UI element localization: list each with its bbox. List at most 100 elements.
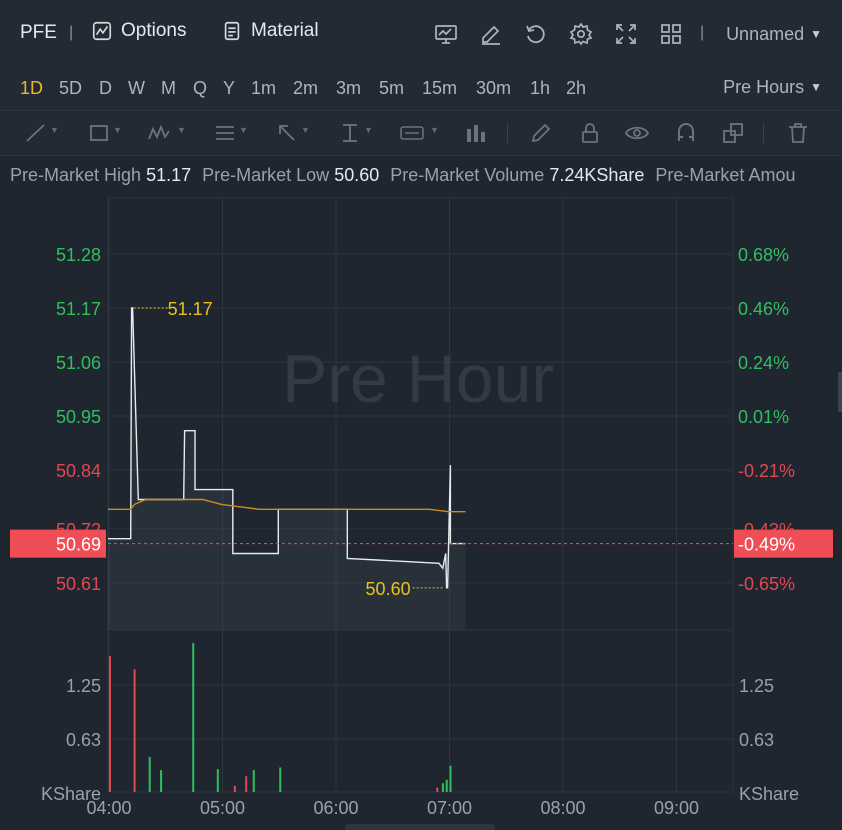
bar-chart-icon: [467, 125, 485, 142]
time-scroll-handle[interactable]: [345, 824, 495, 830]
chevron-down-icon: ▼: [113, 125, 122, 135]
trend-line-tool[interactable]: ▼: [24, 121, 59, 145]
volume-bar: [133, 669, 136, 792]
x-tick-label: 08:00: [540, 798, 585, 818]
average-price-line: [108, 498, 466, 513]
timeframe-m[interactable]: M: [161, 78, 176, 98]
drawing-toolbar: ▼ ▼ ▼ ▼ ▼ ▼ ▼: [0, 111, 842, 156]
timeframe-1d[interactable]: 1D: [20, 78, 44, 98]
timeframe-2m[interactable]: 2m: [293, 78, 319, 98]
timeframe-30m[interactable]: 30m: [476, 78, 512, 98]
session-dropdown[interactable]: Pre Hours ▼: [723, 77, 822, 98]
layout-grid-icon[interactable]: [659, 22, 683, 46]
clone-tool[interactable]: [721, 121, 745, 145]
settings-gear-icon[interactable]: [569, 22, 593, 46]
timeframe-d[interactable]: D: [99, 78, 112, 98]
delete-tool[interactable]: [786, 121, 810, 145]
arrow-icon: [279, 125, 295, 141]
current-price-label: 50.69: [56, 535, 101, 555]
timeframe-1m[interactable]: 1m: [251, 78, 277, 98]
edit-icon[interactable]: [479, 22, 503, 46]
volume-tick-label: 0.63: [66, 730, 101, 750]
price-area-fill: [108, 308, 466, 630]
lock-tool[interactable]: [578, 121, 602, 145]
rectangle-icon: [90, 125, 108, 141]
timeframe-5m[interactable]: 5m: [379, 78, 405, 98]
toolbar-separator: |: [69, 24, 74, 41]
chevron-down-icon: ▼: [430, 125, 439, 135]
volume-bar: [245, 776, 248, 792]
timeframe-y[interactable]: Y: [223, 78, 236, 98]
timeframe-q[interactable]: Q: [193, 78, 208, 98]
percent-tick-label: -0.65%: [738, 574, 795, 594]
fullscreen-icon[interactable]: [614, 22, 638, 46]
volume-unit-label: KShare: [41, 784, 101, 804]
toolbar-divider: [763, 123, 764, 143]
top-toolbar: PFE | Options Material: [0, 0, 842, 67]
timeframe-2h[interactable]: 2h: [566, 78, 587, 98]
measure-tool[interactable]: ▼: [338, 121, 373, 145]
chart-options-icon: [92, 21, 112, 41]
current-percent-badge: [734, 529, 833, 558]
timeframe-1h[interactable]: 1h: [530, 78, 551, 98]
options-button[interactable]: Options: [91, 20, 186, 42]
material-button[interactable]: Material: [221, 20, 319, 42]
toolbar-separator-right: |: [700, 24, 705, 41]
visibility-tool[interactable]: [624, 121, 650, 145]
price-tick-label: 51.17: [56, 299, 101, 319]
volume-unit-label-right: KShare: [739, 784, 799, 804]
timeframe-5d[interactable]: 5D: [59, 78, 83, 98]
x-tick-label: 06:00: [313, 798, 358, 818]
trend-line-icon: [26, 124, 45, 142]
volume-bar: [445, 779, 448, 792]
x-tick-label: 07:00: [427, 798, 472, 818]
price-chart[interactable]: 04:00 05:00 06:00 07:00 08:00 09:00 51.28 0.68%…: [0, 194, 842, 830]
percent-tick-label: -0.21%: [738, 461, 795, 481]
price-tick-label: 50.84: [56, 461, 101, 481]
volume-bar: [279, 767, 282, 792]
stat-low-label: Pre-Market Low: [202, 165, 330, 185]
brush-tool[interactable]: [529, 121, 553, 145]
volume-bar: [441, 783, 444, 792]
high-marker-label: 51.17: [168, 299, 213, 319]
timeframe-w[interactable]: W: [128, 78, 145, 98]
stat-amount-label: Pre-Market Amou: [655, 165, 796, 185]
volume-bar: [148, 756, 151, 792]
refresh-icon[interactable]: [524, 22, 548, 46]
low-marker-label: 50.60: [366, 579, 411, 599]
price-tick-label: 50.61: [56, 574, 101, 594]
volume-bar: [192, 643, 195, 792]
options-label: Options: [121, 20, 187, 41]
stat-volume-label: Pre-Market Volume: [390, 165, 545, 185]
layout-name-label: Unnamed: [726, 24, 805, 44]
percent-tick-label: 0.01%: [738, 407, 789, 427]
fibonacci-tool[interactable]: ▼: [213, 121, 248, 145]
price-label-tool[interactable]: ▼: [400, 121, 439, 145]
volume-bar: [449, 765, 452, 792]
watermark-text: Pre Hour: [282, 341, 554, 417]
percent-tick-label: 0.46%: [738, 299, 789, 319]
side-panel-handle[interactable]: [838, 372, 842, 412]
price-tick-label: 51.06: [56, 353, 101, 373]
stat-high-value: 51.17: [146, 165, 192, 185]
volume-tick-label-right: 0.63: [739, 730, 774, 750]
chevron-down-icon: ▼: [177, 125, 186, 135]
material-label: Material: [251, 20, 319, 41]
timeframe-15m[interactable]: 15m: [422, 78, 458, 98]
document-icon: [224, 21, 240, 41]
pattern-tool[interactable]: ▼: [147, 121, 186, 145]
rectangle-tool[interactable]: ▼: [87, 121, 122, 145]
volume-bar: [109, 656, 111, 792]
symbol-label[interactable]: PFE: [20, 22, 57, 43]
indicator-icon[interactable]: [434, 22, 458, 46]
arrow-tool[interactable]: ▼: [275, 121, 310, 145]
timeframe-3m[interactable]: 3m: [336, 78, 362, 98]
chart-area[interactable]: 04:00 05:00 06:00 07:00 08:00 09:00 51.28 0.68%…: [0, 194, 842, 830]
magnet-tool[interactable]: [674, 121, 698, 145]
layout-name-dropdown[interactable]: Unnamed ▼: [726, 24, 822, 45]
volume-profile-tool[interactable]: [464, 121, 488, 145]
measure-icon: [343, 124, 357, 142]
fibonacci-lines-icon: [216, 126, 234, 140]
copy-icon: [723, 123, 743, 143]
